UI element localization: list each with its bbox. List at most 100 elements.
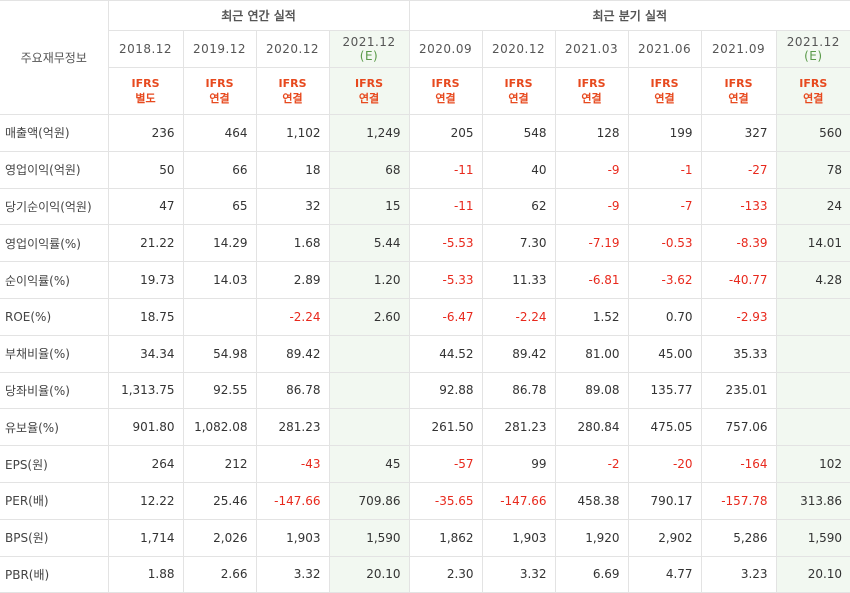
row-label: 순이익률(%) [0,261,109,299]
ifrs-label: IFRS [431,77,460,90]
value-cell: -11 [408,150,483,189]
value-cell: 102 [775,445,850,483]
row-label: 영업이익(억원) [0,150,109,189]
value-cell: 1,249 [328,114,410,152]
value-cell: 261.50 [408,408,483,447]
table-row: 매출액(억원) 236 464 1,102 1,249 205 548 128 199 327 56… [0,114,850,152]
value-cell: -3.62 [627,261,702,299]
value-cell: 20.10 [775,555,850,593]
value-cell: 1,082.08 [182,408,257,447]
value-cell: 54.98 [182,334,257,373]
value-cell: 11.33 [481,261,556,299]
value-cell: 2.30 [408,555,483,593]
value-cell: 1,590 [328,518,410,557]
period-label: 2019.12 [192,42,247,56]
table-row: EPS(원) 264 212 -43 45 -57 99 -2 -20 -164 102 [0,445,850,483]
value-cell [182,297,257,336]
ifrs-header: IFRS 연결 [255,67,330,115]
value-cell: 458.38 [554,481,629,520]
value-cell: -147.66 [255,481,330,520]
value-cell: 89.08 [554,371,629,410]
table-row: BPS(원) 1,714 2,026 1,903 1,590 1,862 1,903 1,92… [0,518,850,557]
value-cell: 35.33 [700,334,777,373]
value-cell: -6.47 [408,297,483,336]
annual-group-header: 최근 연간 실적 [107,0,410,31]
ifrs-header: IFRS 연결 [554,67,629,115]
value-cell: -147.66 [481,481,556,520]
period-header: 2021.03 [554,30,629,68]
value-cell: 235.01 [700,371,777,410]
ifrs-label: IFRS [131,77,160,90]
value-cell: 14.01 [775,224,850,263]
ifrs-label: IFRS [205,77,234,90]
value-cell: 18.75 [107,297,184,336]
period-header: 2020.09 [408,30,483,68]
value-cell: 709.86 [328,481,410,520]
value-cell: 2,902 [627,518,702,557]
value-cell: 24 [775,187,850,226]
period-header: 2021.09 [700,30,777,68]
ifrs-label: IFRS [278,77,307,90]
value-cell: 3.32 [481,555,556,593]
period-header: 2019.12 [182,30,257,68]
ifrs-header: IFRS 연결 [408,67,483,115]
period-label: 2021.06 [637,42,692,56]
value-cell: 464 [182,114,257,152]
value-cell: 4.28 [775,261,850,299]
ifrs-label: IFRS [504,77,533,90]
value-cell: 81.00 [554,334,629,373]
value-cell: 236 [107,114,184,152]
value-cell: -1 [627,150,702,189]
period-header: 2020.12 [255,30,330,68]
value-cell: -9 [554,150,629,189]
ifrs-header: IFRS 연결 [182,67,257,115]
value-cell: 1.68 [255,224,330,263]
value-cell: 1,313.75 [107,371,184,410]
ifrs-header: IFRS 연결 [775,67,850,115]
value-cell: -57 [408,445,483,483]
value-cell: 2.60 [328,297,410,336]
value-cell: 199 [627,114,702,152]
value-cell: 475.05 [627,408,702,447]
value-cell: 19.73 [107,261,184,299]
value-cell: 212 [182,445,257,483]
table-row: ROE(%) 18.75 -2.24 2.60 -6.47 -2.24 1.52 0.70 -2… [0,297,850,336]
value-cell: 20.10 [328,555,410,593]
period-label: 2021.12 [786,35,840,49]
period-header: 2020.12 [481,30,556,68]
value-cell: 21.22 [107,224,184,263]
value-cell: 99 [481,445,556,483]
value-cell: 2.89 [255,261,330,299]
table-row: 당기순이익(억원) 47 65 32 15 -11 62 -9 -7 -133 24 [0,187,850,226]
value-cell: -133 [700,187,777,226]
ifrs-type: 연결 [282,92,303,105]
table-row: 당좌비율(%) 1,313.75 92.55 86.78 92.88 86.78 89.08… [0,371,850,410]
value-cell: 47 [107,187,184,226]
value-cell: 14.29 [182,224,257,263]
value-cell [775,334,850,373]
value-cell: 66 [182,150,257,189]
table-row: 영업이익률(%) 21.22 14.29 1.68 5.44 -5.53 7.30 -7.19… [0,224,850,263]
value-cell: 25.46 [182,481,257,520]
value-cell: 15 [328,187,410,226]
ifrs-label: IFRS [799,77,828,90]
value-cell: 12.22 [107,481,184,520]
period-label: 2018.12 [118,42,173,56]
value-cell: -27 [700,150,777,189]
row-label: 당좌비율(%) [0,371,109,410]
period-label: 2020.12 [491,42,546,56]
value-cell: 128 [554,114,629,152]
value-cell: 5.44 [328,224,410,263]
period-label: 2021.03 [564,42,619,56]
value-cell: -7.19 [554,224,629,263]
value-cell: 4.77 [627,555,702,593]
row-label: PBR(배) [0,555,109,593]
ifrs-header: IFRS 연결 [700,67,777,115]
period-header: 2021.12 (E) [775,30,850,68]
row-label: 당기순이익(억원) [0,187,109,226]
value-cell [775,371,850,410]
value-cell: -2.93 [700,297,777,336]
value-cell: 86.78 [481,371,556,410]
value-cell: 327 [700,114,777,152]
value-cell: 135.77 [627,371,702,410]
